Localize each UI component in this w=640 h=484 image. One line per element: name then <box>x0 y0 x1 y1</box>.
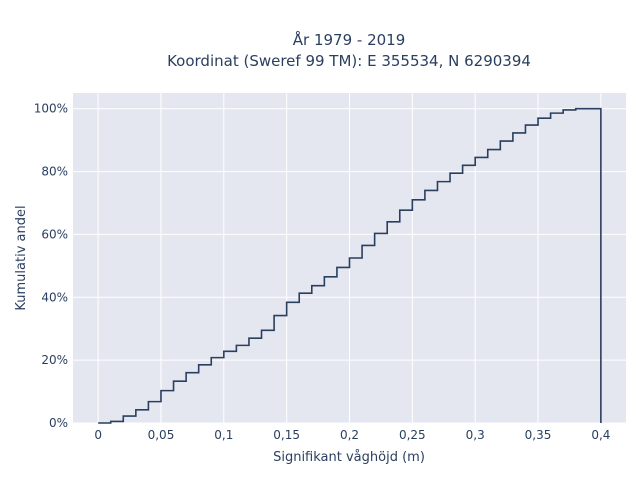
chart-title-line-2: Koordinat (Sweref 99 TM): E 355534, N 62… <box>167 52 531 70</box>
y-axis-title: Kumulativ andel <box>14 205 29 310</box>
x-tick-label: 0,15 <box>273 428 300 442</box>
cumulative-step-line <box>98 107 602 424</box>
chart-title-line-1: År 1979 - 2019 <box>293 30 406 49</box>
x-tick-label: 0,25 <box>399 428 426 442</box>
x-tick-label: 0,2 <box>340 428 359 442</box>
y-tick-label: 80% <box>41 165 68 179</box>
x-tick-label: 0,4 <box>591 428 610 442</box>
x-tick-labels: 0 0,05 0,1 0,15 0,2 0,25 0,3 0,35 0,4 <box>94 428 610 442</box>
y-tick-label: 0% <box>49 416 68 430</box>
x-tick-label: 0,1 <box>214 428 233 442</box>
x-tick-label: 0 <box>94 428 102 442</box>
y-tick-label: 40% <box>41 290 68 304</box>
series-group <box>98 107 602 424</box>
x-tick-label: 0,05 <box>148 428 175 442</box>
y-tick-label: 20% <box>41 353 68 367</box>
y-tick-label: 100% <box>34 102 68 116</box>
y-tick-labels: 0% 20% 40% 60% 80% 100% <box>34 102 68 430</box>
y-gridlines <box>73 108 626 424</box>
y-tick-label: 60% <box>41 227 68 241</box>
x-tick-label: 0,3 <box>466 428 485 442</box>
x-axis-title: Signifikant våghöjd (m) <box>273 450 425 465</box>
x-tick-label: 0,35 <box>525 428 552 442</box>
